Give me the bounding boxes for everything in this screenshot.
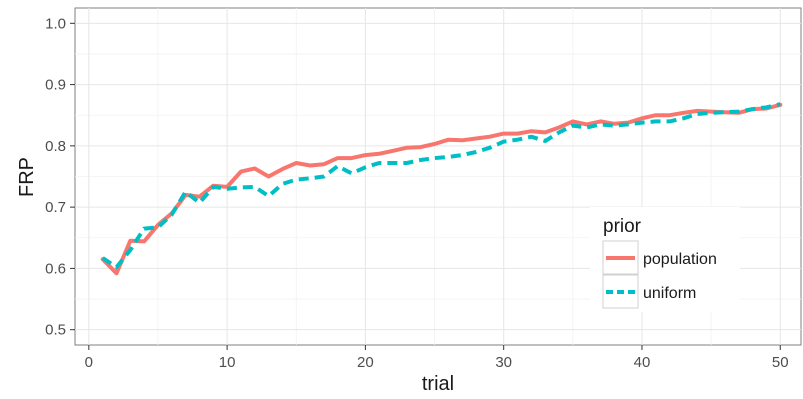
x-tick-label: 40 (634, 354, 651, 371)
y-axis: 0.5 0.6 0.7 0.8 0.9 1.0 (45, 15, 75, 339)
x-axis: 0 10 20 30 40 50 (85, 345, 789, 371)
y-tick-label: 0.5 (45, 322, 66, 339)
y-tick-label: 0.8 (45, 138, 66, 155)
x-tick-label: 20 (357, 354, 374, 371)
x-tick-label: 0 (85, 354, 93, 371)
legend-label-uniform: uniform (643, 285, 696, 302)
y-axis-title: FRP (16, 157, 38, 197)
legend-label-population: population (643, 251, 717, 268)
x-axis-title: trial (422, 373, 454, 395)
y-tick-label: 0.9 (45, 77, 66, 94)
legend: prior population uniform (590, 207, 740, 312)
y-tick-label: 1.0 (45, 15, 66, 32)
x-tick-label: 30 (495, 354, 512, 371)
y-tick-label: 0.6 (45, 260, 66, 277)
x-tick-label: 50 (772, 354, 789, 371)
x-tick-label: 10 (219, 354, 236, 371)
y-tick-label: 0.7 (45, 199, 66, 216)
legend-title: prior (603, 216, 642, 237)
series-layer (100, 102, 783, 276)
series-line-uniform (101, 102, 781, 270)
